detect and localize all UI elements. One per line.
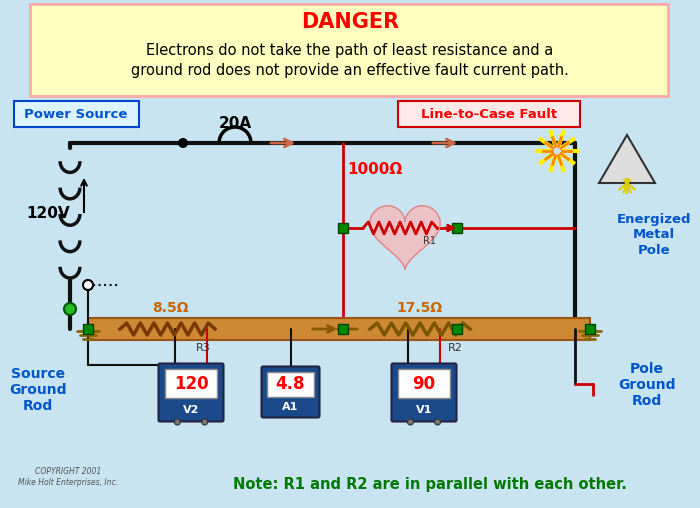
Bar <box>398 369 450 398</box>
Text: Note: R1 and R2 are in parallel with each other.: Note: R1 and R2 are in parallel with eac… <box>233 477 627 492</box>
Text: 17.5Ω: 17.5Ω <box>397 301 443 315</box>
Bar <box>14 101 139 127</box>
Bar <box>452 324 462 334</box>
Circle shape <box>83 280 93 290</box>
Text: 8.5Ω: 8.5Ω <box>152 301 188 315</box>
Bar <box>267 372 314 397</box>
Bar <box>88 318 590 340</box>
Bar <box>585 324 595 334</box>
Text: A1: A1 <box>282 402 299 412</box>
Bar <box>452 223 462 233</box>
Circle shape <box>435 419 440 425</box>
Text: Pole
Ground
Rod: Pole Ground Rod <box>618 362 676 408</box>
Polygon shape <box>370 206 440 269</box>
Circle shape <box>178 138 188 148</box>
Circle shape <box>174 419 181 425</box>
Text: ground rod does not provide an effective fault current path.: ground rod does not provide an effective… <box>131 62 569 78</box>
Text: 90: 90 <box>412 375 435 393</box>
Bar <box>30 4 668 96</box>
Text: Electrons do not take the path of least resistance and a: Electrons do not take the path of least … <box>146 43 554 57</box>
Bar <box>338 324 348 334</box>
Text: Source
Ground
Rod: Source Ground Rod <box>9 367 66 413</box>
Text: V1: V1 <box>416 405 432 415</box>
Bar <box>165 369 217 398</box>
Polygon shape <box>599 135 655 183</box>
Text: 1000Ω: 1000Ω <box>347 163 402 177</box>
Text: COPYRIGHT 2001
Mike Holt Enterprises, Inc.: COPYRIGHT 2001 Mike Holt Enterprises, In… <box>18 467 118 487</box>
Text: R2: R2 <box>447 343 463 353</box>
Text: V2: V2 <box>183 405 200 415</box>
Text: Power Source: Power Source <box>25 108 127 120</box>
Bar <box>338 223 348 233</box>
Circle shape <box>407 419 414 425</box>
Circle shape <box>202 419 208 425</box>
Circle shape <box>64 303 76 315</box>
Text: 120: 120 <box>174 375 209 393</box>
Bar <box>398 101 580 127</box>
FancyBboxPatch shape <box>158 364 223 422</box>
Text: R1: R1 <box>423 236 435 246</box>
FancyBboxPatch shape <box>262 366 319 418</box>
Text: Energized
Metal
Pole: Energized Metal Pole <box>617 213 692 257</box>
Text: Line-to-Case Fault: Line-to-Case Fault <box>421 108 557 120</box>
Text: 120V: 120V <box>26 206 70 220</box>
Text: R3: R3 <box>195 343 211 353</box>
FancyBboxPatch shape <box>391 364 456 422</box>
Bar <box>83 324 93 334</box>
Text: 20A: 20A <box>218 115 251 131</box>
Text: DANGER: DANGER <box>301 12 399 32</box>
Text: 4.8: 4.8 <box>276 375 305 393</box>
